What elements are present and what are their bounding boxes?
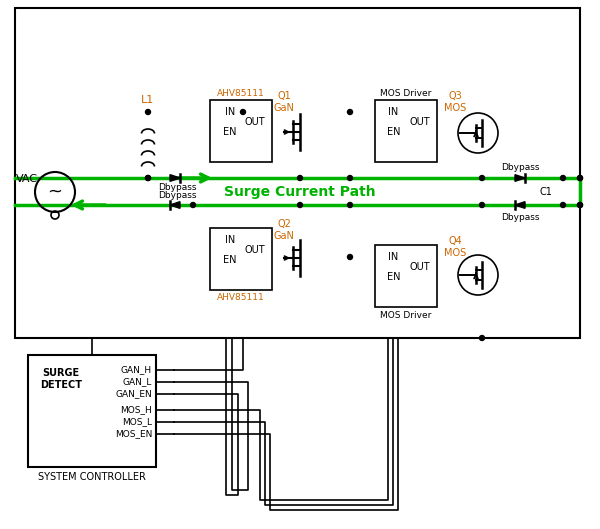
Text: SURGE: SURGE: [43, 368, 80, 378]
Circle shape: [479, 203, 485, 207]
Text: Q3: Q3: [448, 91, 462, 101]
Circle shape: [347, 254, 353, 260]
Text: AHV85111: AHV85111: [217, 88, 265, 97]
Text: Surge Current Path: Surge Current Path: [224, 185, 376, 199]
Text: Dbypass: Dbypass: [158, 184, 196, 193]
Polygon shape: [515, 175, 525, 181]
Text: EN: EN: [387, 272, 400, 282]
Text: Q2: Q2: [277, 219, 291, 229]
Text: MOS Driver: MOS Driver: [380, 311, 431, 320]
Circle shape: [146, 110, 151, 114]
Text: DETECT: DETECT: [40, 380, 82, 390]
Circle shape: [560, 176, 566, 180]
Circle shape: [191, 203, 196, 207]
Text: C1: C1: [539, 187, 553, 197]
Text: GaN: GaN: [274, 231, 295, 241]
Text: OUT: OUT: [409, 117, 430, 127]
Circle shape: [347, 176, 353, 180]
Bar: [15, 8, 580, 338]
Text: VAC: VAC: [16, 174, 38, 184]
Circle shape: [560, 203, 566, 207]
Polygon shape: [170, 175, 180, 181]
Text: ~: ~: [47, 183, 62, 201]
Text: OUT: OUT: [244, 245, 265, 255]
Polygon shape: [170, 202, 180, 208]
Text: OUT: OUT: [244, 117, 265, 127]
Text: MOS: MOS: [444, 103, 466, 113]
Text: Q1: Q1: [277, 91, 291, 101]
Circle shape: [298, 176, 302, 180]
Circle shape: [577, 203, 583, 207]
Text: L1: L1: [142, 95, 155, 105]
Text: GAN_H: GAN_H: [121, 366, 152, 375]
Text: Dbypass: Dbypass: [501, 213, 539, 222]
Polygon shape: [515, 202, 525, 208]
Circle shape: [241, 110, 245, 114]
Bar: [210, 100, 272, 162]
Circle shape: [146, 176, 151, 180]
Circle shape: [577, 176, 583, 180]
Text: GaN: GaN: [274, 103, 295, 113]
Text: EN: EN: [387, 127, 400, 137]
Text: EN: EN: [223, 127, 236, 137]
Text: Dbypass: Dbypass: [501, 163, 539, 172]
Bar: [375, 245, 437, 307]
Text: GAN_EN: GAN_EN: [115, 389, 152, 398]
Circle shape: [577, 176, 583, 180]
Text: MOS Driver: MOS Driver: [380, 88, 431, 97]
Text: IN: IN: [388, 252, 399, 262]
Text: SYSTEM CONTROLLER: SYSTEM CONTROLLER: [38, 472, 146, 482]
Text: IN: IN: [388, 107, 399, 117]
Text: AHV85111: AHV85111: [217, 294, 265, 303]
Text: IN: IN: [225, 107, 235, 117]
Circle shape: [298, 203, 302, 207]
Circle shape: [347, 110, 353, 114]
Circle shape: [146, 176, 151, 180]
Bar: [375, 100, 437, 162]
Text: MOS_L: MOS_L: [122, 417, 152, 426]
Circle shape: [347, 203, 353, 207]
Text: Dbypass: Dbypass: [158, 190, 196, 199]
Text: GAN_L: GAN_L: [122, 378, 152, 387]
Bar: [210, 228, 272, 290]
Text: MOS: MOS: [444, 248, 466, 258]
Text: EN: EN: [223, 255, 236, 265]
Text: IN: IN: [225, 235, 235, 245]
Circle shape: [479, 176, 485, 180]
Circle shape: [577, 203, 583, 207]
Circle shape: [479, 335, 485, 341]
Bar: [28, 355, 156, 467]
Text: MOS_EN: MOS_EN: [115, 430, 152, 439]
Text: MOS_H: MOS_H: [120, 406, 152, 415]
Text: Q4: Q4: [448, 236, 462, 246]
Text: OUT: OUT: [409, 262, 430, 272]
